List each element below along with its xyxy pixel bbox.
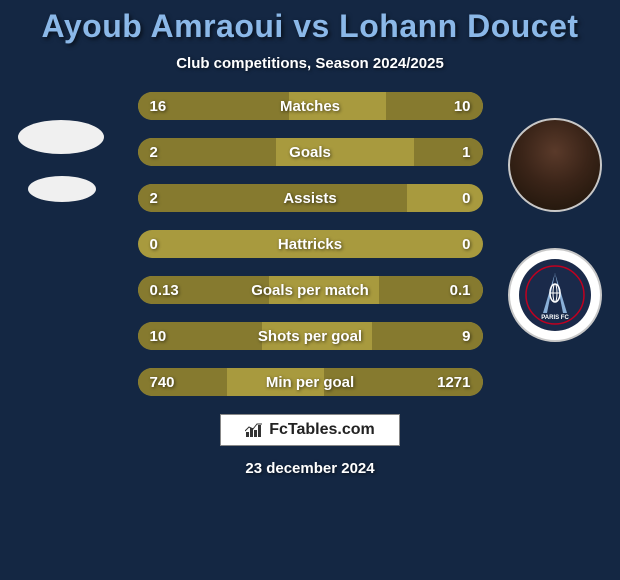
chart-icon [245, 423, 263, 437]
paris-fc-icon: PARIS FC [519, 259, 591, 331]
stat-label: Min per goal [266, 374, 354, 391]
stat-bar-right [414, 138, 483, 166]
branding-text: FcTables.com [269, 421, 375, 439]
stat-label: Goals per match [251, 282, 369, 299]
player-right-avatar [508, 118, 602, 212]
stat-value-left: 2 [150, 144, 158, 161]
stat-value-right: 10 [454, 98, 471, 115]
player-left-avatar [18, 120, 104, 154]
stat-value-left: 10 [150, 328, 167, 345]
stat-row: 0 0 Hattricks [138, 230, 483, 258]
subtitle: Club competitions, Season 2024/2025 [176, 55, 444, 72]
stat-row: 0.13 0.1 Goals per match [138, 276, 483, 304]
club-right-logo: PARIS FC [508, 248, 602, 342]
branding-badge[interactable]: FcTables.com [220, 414, 400, 446]
stat-row: 740 1271 Min per goal [138, 368, 483, 396]
stat-value-right: 1271 [437, 374, 470, 391]
stat-label: Goals [289, 144, 331, 161]
stat-value-left: 740 [150, 374, 175, 391]
date-label: 23 december 2024 [245, 460, 374, 477]
stat-value-right: 1 [462, 144, 470, 161]
svg-text:PARIS FC: PARIS FC [541, 315, 569, 321]
stat-value-right: 0 [462, 190, 470, 207]
page-title: Ayoub Amraoui vs Lohann Doucet [41, 8, 578, 45]
stat-row: 10 9 Shots per goal [138, 322, 483, 350]
stat-label: Assists [283, 190, 336, 207]
stat-row: 2 1 Goals [138, 138, 483, 166]
stat-value-left: 0.13 [150, 282, 179, 299]
stat-bar-left [138, 184, 407, 212]
stat-bar-left [138, 138, 276, 166]
stat-label: Shots per goal [258, 328, 362, 345]
stat-value-right: 0 [462, 236, 470, 253]
stat-row: 2 0 Assists [138, 184, 483, 212]
stat-value-left: 16 [150, 98, 167, 115]
stat-label: Hattricks [278, 236, 342, 253]
stat-value-left: 2 [150, 190, 158, 207]
club-left-logo [28, 176, 96, 202]
stat-value-right: 0.1 [450, 282, 471, 299]
stat-label: Matches [280, 98, 340, 115]
stat-value-right: 9 [462, 328, 470, 345]
stat-row: 16 10 Matches [138, 92, 483, 120]
stat-value-left: 0 [150, 236, 158, 253]
